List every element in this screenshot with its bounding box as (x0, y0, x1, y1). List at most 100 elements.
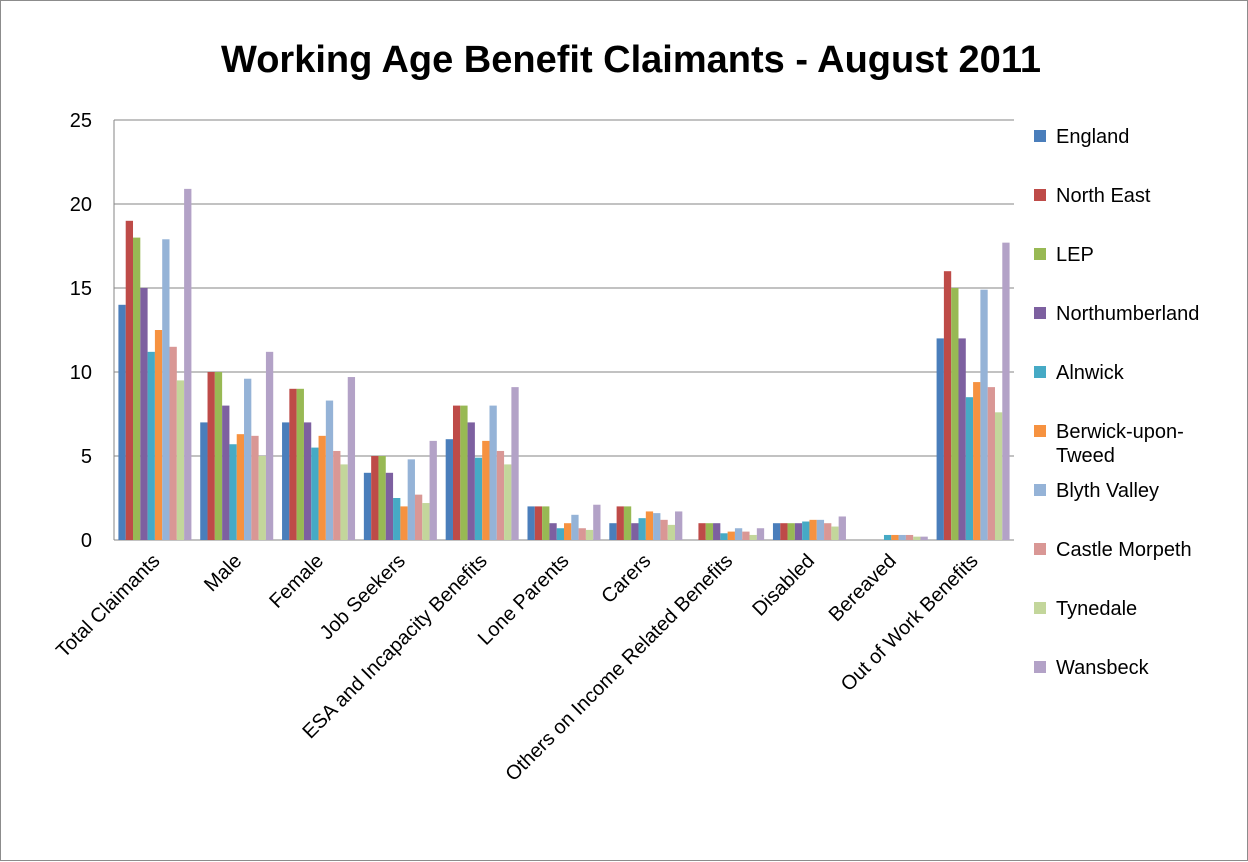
bar-northumberland-female (303, 422, 312, 540)
bar-wansbeck-bereaved (920, 536, 928, 540)
bar-england-total-claimants (118, 304, 126, 540)
bar-england-female (282, 422, 290, 540)
bar-alnwick-male (229, 444, 237, 540)
bar-tynedale-bereaved (913, 536, 921, 540)
legend-swatch (1034, 307, 1046, 319)
bar-northumberland-esa-and-incapacity-benefits (467, 422, 475, 540)
bar-berwick-upon-tweed-esa-and-incapacity-benefits (482, 440, 490, 540)
bar-blyth-valley-male (244, 378, 252, 540)
y-tick-label: 0 (81, 530, 92, 552)
bar-north-east-female (289, 388, 297, 540)
bar-northumberland-total-claimants (140, 288, 148, 540)
bar-tynedale-others-on-income-related-benefits (749, 534, 757, 540)
bar-castle-morpeth-disabled (824, 523, 832, 540)
bar-castle-morpeth-carers (660, 519, 668, 540)
bar-lep-esa-and-incapacity-benefits (460, 405, 468, 540)
bar-alnwick-total-claimants (147, 351, 155, 540)
x-category-label: Carers (597, 550, 655, 608)
legend-label: England (1056, 126, 1129, 148)
bar-berwick-upon-tweed-job-seekers (400, 506, 408, 540)
bar-alnwick-out-of-work-benefits (965, 397, 974, 540)
legend-label: Tynedale (1056, 598, 1137, 620)
legend-swatch (1034, 130, 1046, 142)
bar-alnwick-others-on-income-related-benefits (720, 533, 728, 540)
legend-item-castle-morpeth: Castle Morpeth (1034, 539, 1192, 561)
bar-lep-carers (623, 506, 632, 540)
legend-swatch (1034, 366, 1046, 378)
legend-item-blyth-valley: Blyth Valley (1034, 480, 1159, 502)
bar-lep-male (214, 372, 223, 540)
bar-alnwick-carers (638, 518, 646, 540)
y-tick-label: 15 (70, 278, 92, 300)
y-tick-label: 25 (70, 110, 92, 132)
bar-blyth-valley-bereaved (898, 534, 906, 540)
bar-berwick-upon-tweed-carers (645, 511, 654, 540)
legend-label: Blyth Valley (1056, 480, 1159, 502)
chart-title: Working Age Benefit Claimants - August 2… (221, 39, 1041, 81)
bar-castle-morpeth-male (251, 435, 259, 540)
bar-blyth-valley-out-of-work-benefits (980, 289, 988, 540)
bar-blyth-valley-esa-and-incapacity-benefits (489, 405, 497, 540)
bar-tynedale-lone-parents (585, 529, 594, 540)
bar-northumberland-disabled (794, 523, 803, 540)
bar-north-east-carers (616, 506, 624, 540)
legend-label: Alnwick (1056, 362, 1125, 384)
legend-swatch (1034, 602, 1046, 614)
bar-castle-morpeth-bereaved (905, 534, 914, 540)
legend-label: Wansbeck (1056, 657, 1150, 679)
bars (118, 188, 1010, 541)
legend-swatch (1034, 248, 1046, 260)
bar-northumberland-others-on-income-related-benefits (713, 523, 721, 540)
bar-alnwick-disabled (802, 521, 810, 540)
bar-castle-morpeth-total-claimants (169, 346, 177, 540)
bar-castle-morpeth-female (333, 450, 341, 540)
bar-wansbeck-out-of-work-benefits (1002, 242, 1010, 540)
bar-berwick-upon-tweed-others-on-income-related-benefits (727, 531, 735, 540)
x-category-label: Bereaved (825, 550, 901, 626)
legend-swatch (1034, 189, 1046, 201)
bar-tynedale-job-seekers (422, 503, 430, 540)
bar-lep-others-on-income-related-benefits (705, 523, 714, 540)
x-category-label: Out of Work Benefits (837, 550, 983, 696)
bar-england-male (200, 422, 208, 540)
bar-berwick-upon-tweed-total-claimants (154, 330, 163, 540)
bar-england-esa-and-incapacity-benefits (445, 439, 453, 540)
legend-label: Castle Morpeth (1056, 539, 1192, 561)
x-category-label: Female (265, 550, 328, 613)
bar-blyth-valley-job-seekers (407, 459, 415, 540)
legend-item-lep: LEP (1034, 244, 1094, 266)
gridlines (114, 119, 1014, 457)
bar-alnwick-job-seekers (393, 498, 401, 540)
bar-wansbeck-esa-and-incapacity-benefits (511, 387, 519, 540)
legend-item-northumberland: Northumberland (1034, 303, 1199, 325)
bar-lep-female (296, 388, 304, 540)
bar-blyth-valley-total-claimants (162, 239, 170, 540)
bar-blyth-valley-disabled (816, 519, 825, 540)
y-tick-label: 10 (70, 362, 92, 384)
bar-northumberland-male (222, 405, 230, 540)
bar-tynedale-total-claimants (176, 380, 185, 540)
bar-northumberland-job-seekers (385, 472, 394, 540)
bar-england-carers (609, 523, 617, 540)
legend-label: North East (1056, 185, 1151, 207)
bar-wansbeck-carers (675, 511, 683, 540)
bar-tynedale-female (340, 464, 348, 540)
bar-wansbeck-female (347, 377, 356, 540)
bar-northumberland-out-of-work-benefits (958, 338, 966, 540)
bar-alnwick-bereaved (883, 534, 892, 540)
bar-tynedale-carers (667, 524, 676, 540)
bar-tynedale-disabled (831, 526, 839, 540)
x-category-label: Total Claimants (52, 550, 164, 662)
bar-tynedale-male (258, 456, 266, 540)
legend-item-england: England (1034, 126, 1129, 148)
legend-item-berwick-upon-tweed: Berwick-upon-Tweed (1034, 421, 1184, 467)
bar-berwick-upon-tweed-female (318, 435, 326, 540)
bar-castle-morpeth-out-of-work-benefits (987, 387, 995, 540)
bar-castle-morpeth-lone-parents (578, 528, 586, 540)
bar-wansbeck-total-claimants (184, 188, 192, 540)
bar-lep-out-of-work-benefits (951, 288, 959, 540)
legend-item-north-east: North East (1034, 185, 1151, 207)
